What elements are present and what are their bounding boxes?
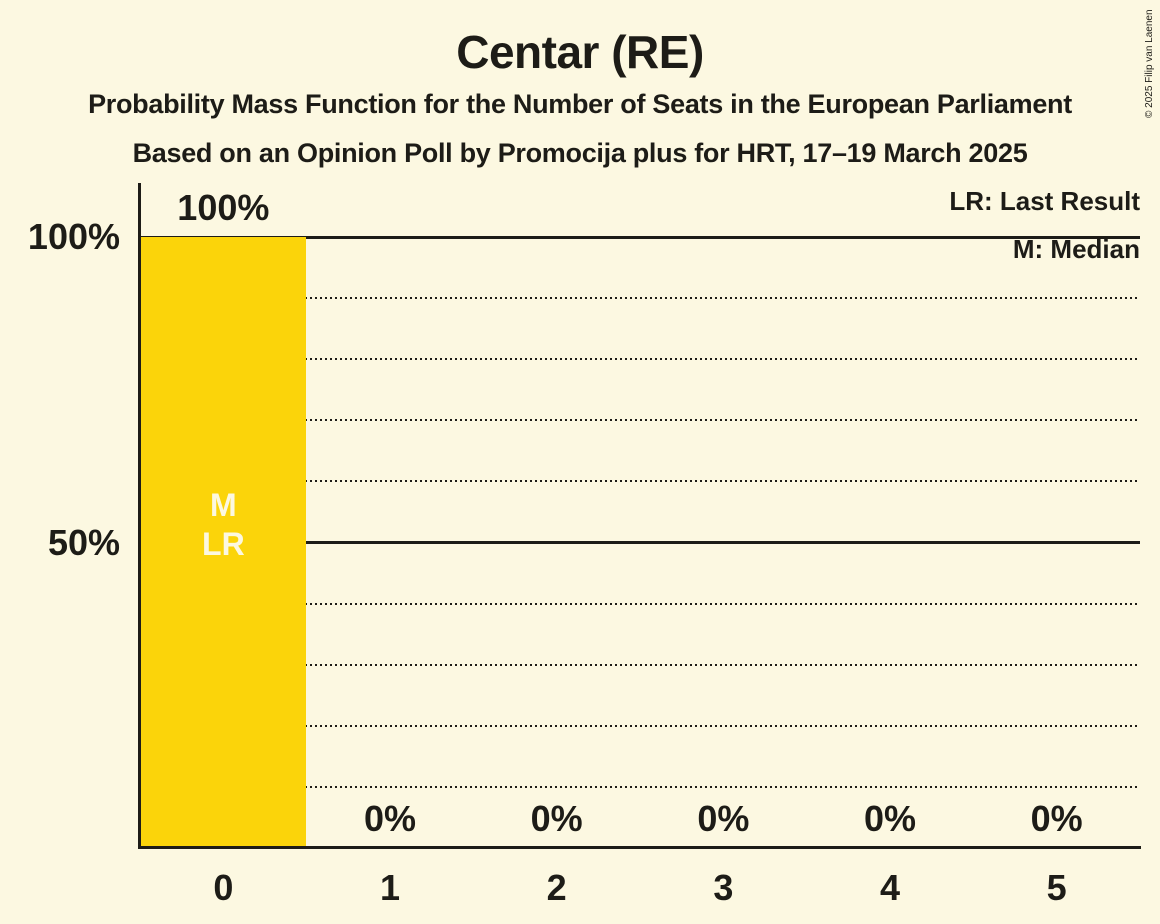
value-label-seat-2: 0% [530,798,583,839]
x-tick-label-2: 2 [546,867,567,908]
chart-subtitle: Probability Mass Function for the Number… [88,89,1072,119]
gridline-90pct [140,297,1140,300]
x-tick-label-1: 1 [380,867,401,908]
value-label-seat-4: 0% [864,798,917,839]
gridline-100pct [140,235,1140,239]
x-tick-label-3: 3 [713,867,734,908]
x-tick-label-4: 4 [880,867,901,908]
median-marker-label: M [210,486,237,523]
copyright-note: © 2025 Filip van Laenen [1144,9,1155,118]
legend-median: M: Median [1012,234,1140,264]
gridline-60pct [140,480,1140,483]
gridline-10pct [140,785,1140,788]
x-axis-line [138,846,1141,849]
value-label-seat-3: 0% [697,798,750,839]
gridline-50pct [140,541,1140,544]
legend-last-result: LR: Last Result [949,186,1140,216]
value-label-seat-5: 0% [1030,798,1083,839]
value-label-seat-1: 0% [364,798,417,839]
chart-legend: LR: Last Result M: Median [949,177,1140,273]
value-label-seat-0: 100% [177,187,270,228]
gridline-30pct [140,663,1140,666]
x-tick-label-0: 0 [213,867,234,908]
gridline-70pct [140,419,1140,422]
y-axis-label-50: 50% [47,521,120,563]
gridline-40pct [140,602,1140,605]
last-result-marker-label: LR [202,525,245,562]
bar-seat-0 [141,237,306,846]
x-tick-label-5: 5 [1046,867,1067,908]
gridline-20pct [140,724,1140,727]
gridline-80pct [140,358,1140,361]
y-axis-label-100: 100% [27,216,120,257]
chart-title: Centar (RE) [456,26,704,78]
bar-annotation-median-lastresult: M LR [140,486,307,564]
chart-source-line: Based on an Opinion Poll by Promocija pl… [132,138,1028,168]
y-axis-line [138,183,141,849]
